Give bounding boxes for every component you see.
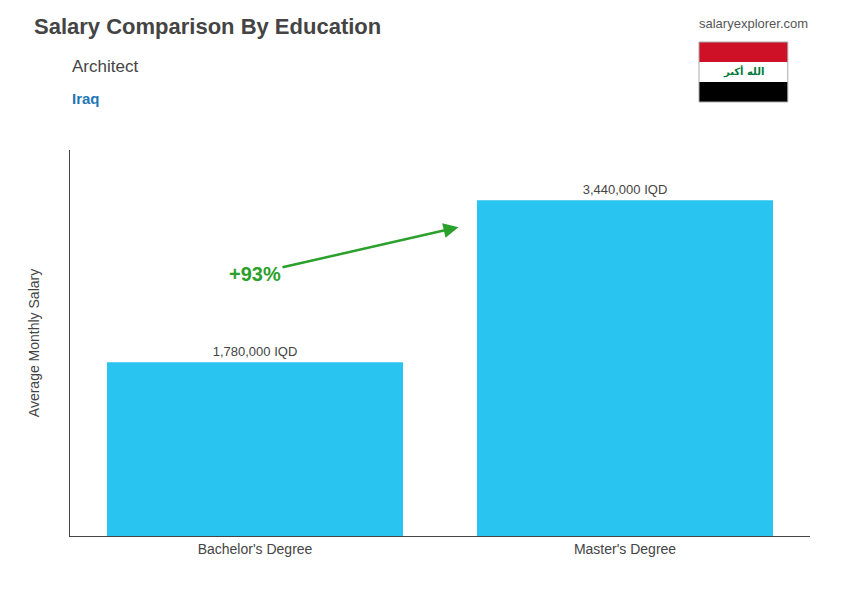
svg-text:Salary Comparison By Education: Salary Comparison By Education: [34, 14, 381, 39]
svg-text:+93%: +93%: [229, 263, 281, 285]
svg-text:الله أكبر: الله أكبر: [723, 65, 764, 78]
svg-text:Average Monthly Salary: Average Monthly Salary: [26, 269, 42, 417]
svg-text:Bachelor's Degree: Bachelor's Degree: [198, 541, 313, 557]
svg-text:salaryexplorer.com: salaryexplorer.com: [699, 16, 808, 31]
svg-text:Architect: Architect: [72, 57, 138, 76]
svg-text:Iraq: Iraq: [72, 90, 100, 107]
svg-text:1,780,000 IQD: 1,780,000 IQD: [213, 344, 298, 359]
svg-text:3,440,000 IQD: 3,440,000 IQD: [583, 182, 668, 197]
svg-text:Master's Degree: Master's Degree: [574, 541, 676, 557]
